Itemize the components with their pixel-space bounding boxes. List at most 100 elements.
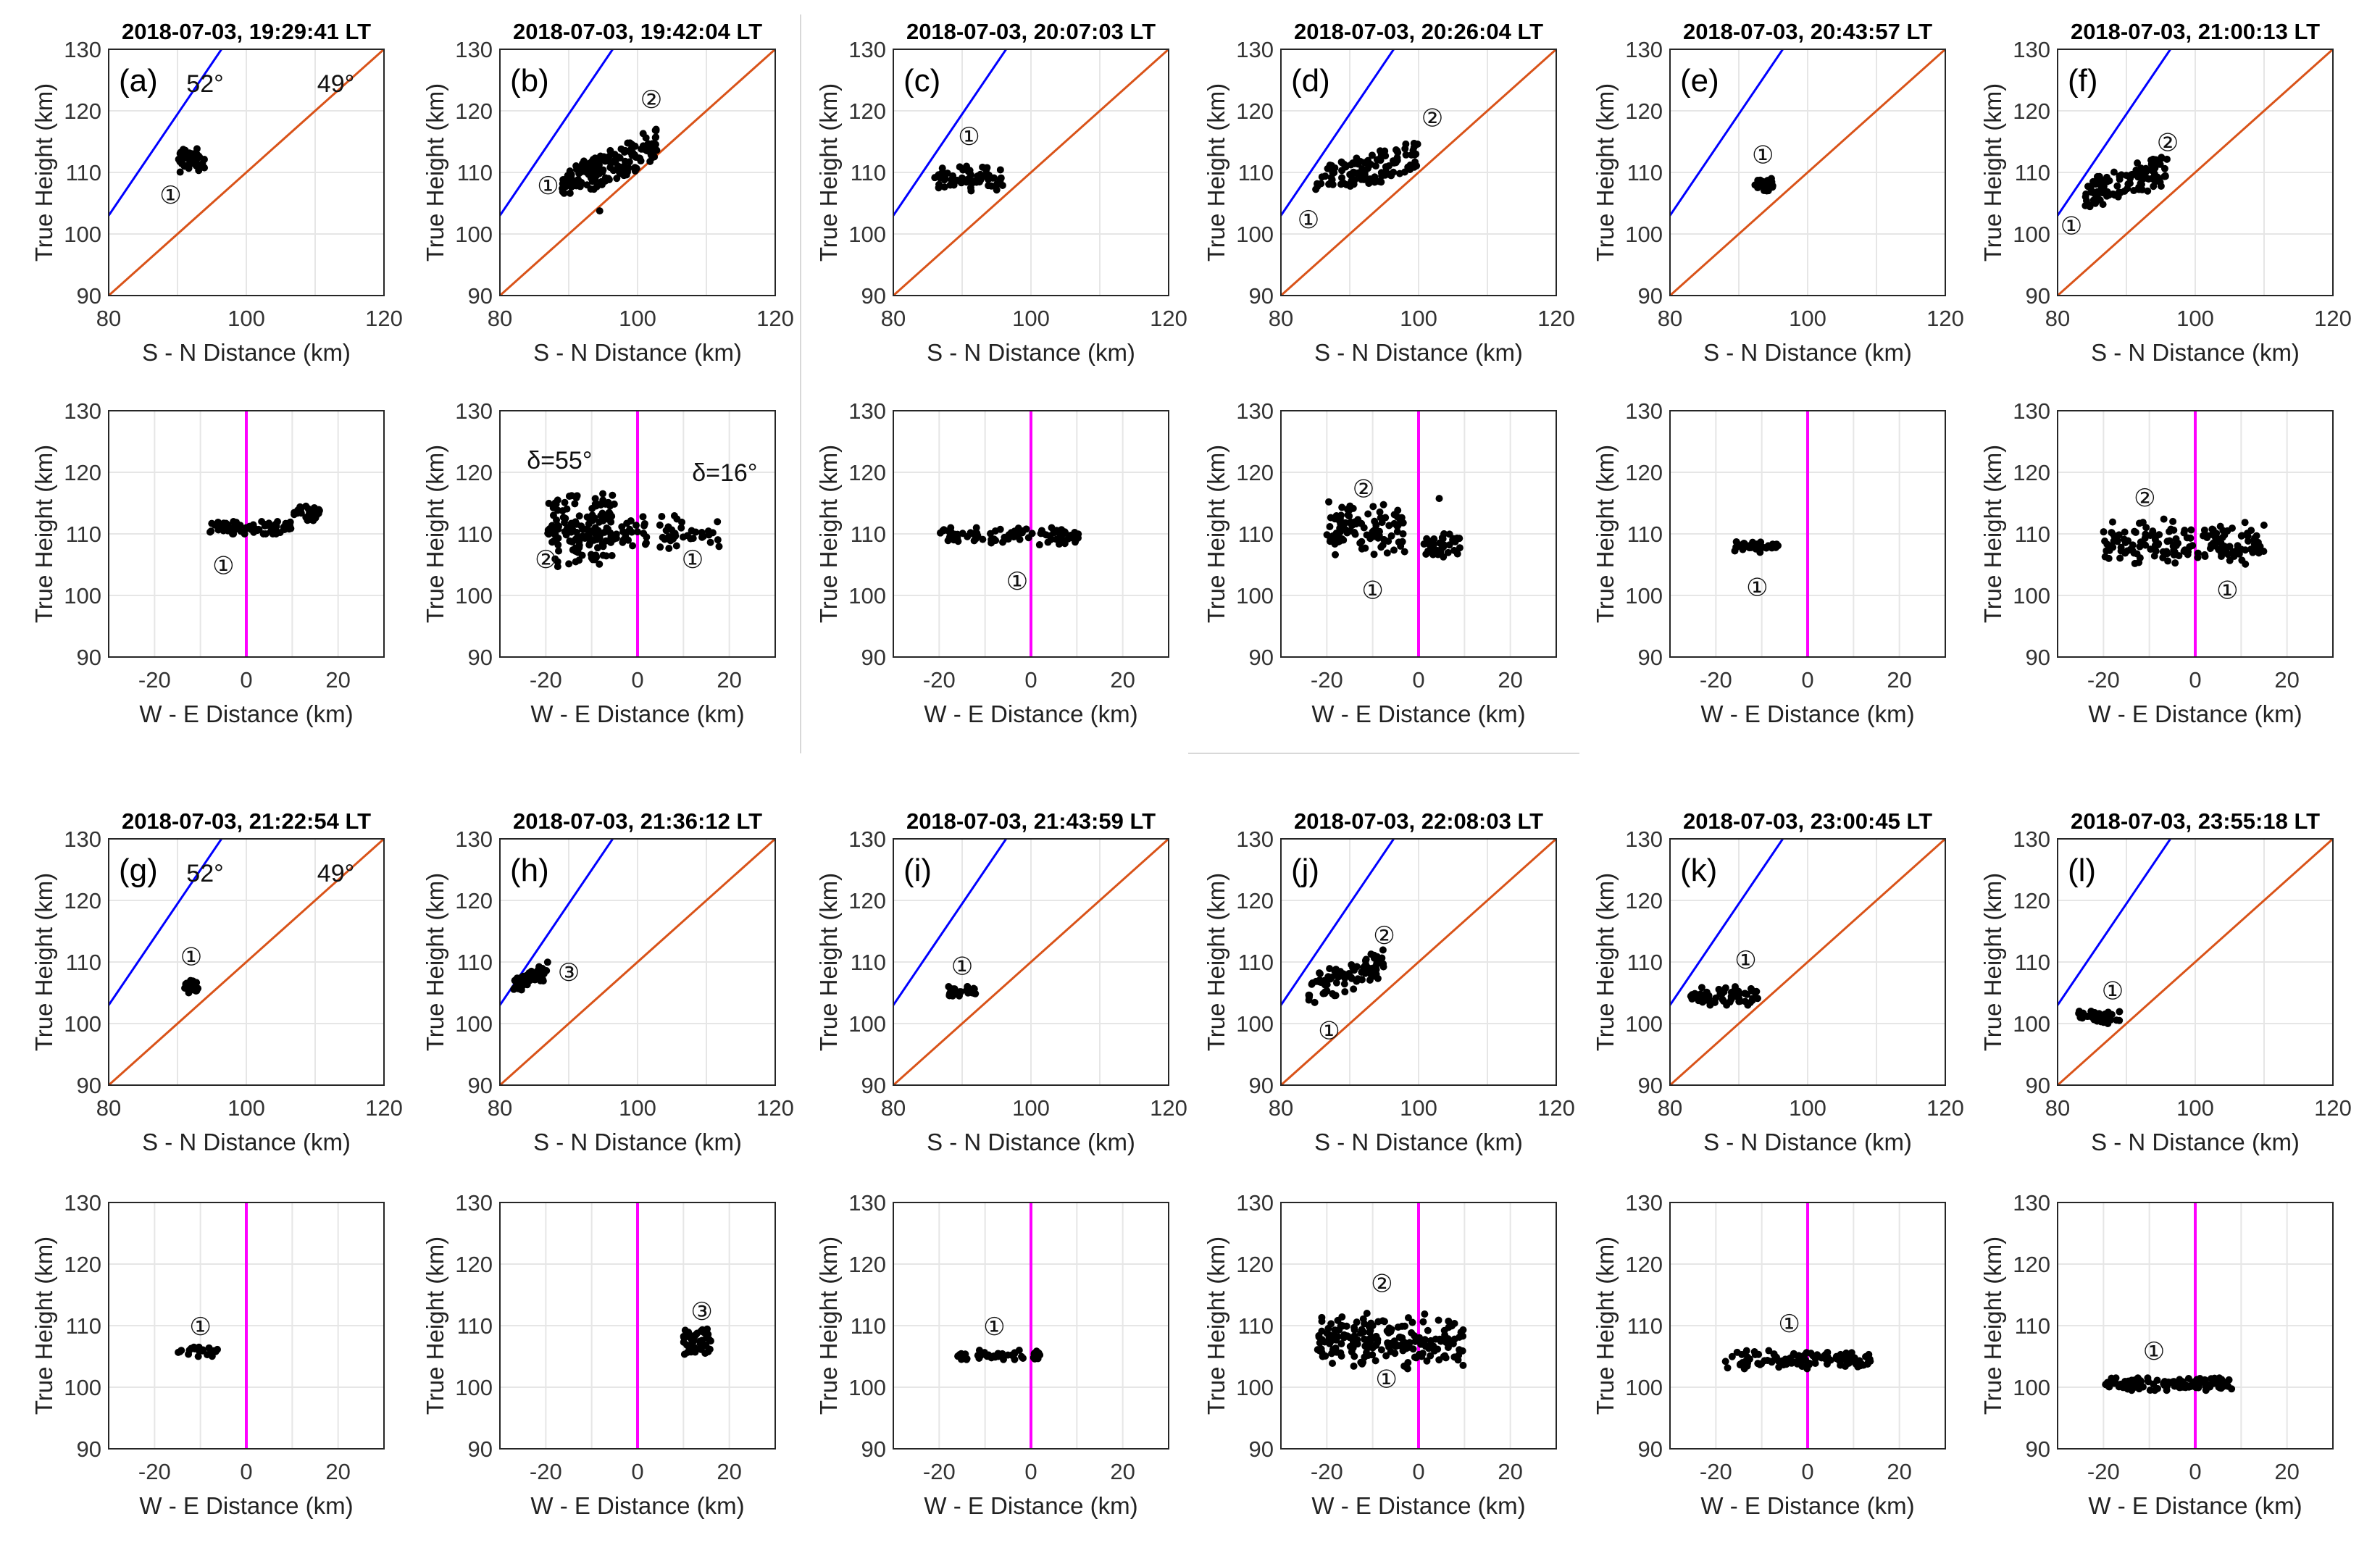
data-point — [1030, 1354, 1037, 1362]
scatter-series — [2102, 1374, 2236, 1394]
data-point — [703, 1334, 711, 1342]
y-axis-label: True Height (km) — [422, 445, 448, 623]
x-tick-label: 80 — [488, 306, 512, 331]
y-tick-label: 110 — [1238, 160, 1274, 185]
panel-title: 2018-07-03, 19:42:04 LT — [513, 19, 762, 44]
cluster-marker: ③ — [558, 959, 580, 987]
data-point — [1393, 528, 1401, 536]
dip-angle-annotation: δ=16° — [692, 459, 757, 487]
data-point — [575, 170, 583, 177]
data-point — [2163, 548, 2171, 556]
data-point — [1394, 506, 1402, 514]
data-point — [1391, 1350, 1399, 1358]
data-point — [2108, 1374, 2116, 1382]
data-point — [613, 175, 621, 183]
x-tick-label: 20 — [1498, 667, 1522, 693]
data-point — [1727, 995, 1735, 1003]
data-point — [2149, 527, 2157, 535]
elevation-line-49 — [500, 839, 775, 1085]
data-point — [590, 164, 598, 172]
y-tick-label: 130 — [2013, 398, 2050, 424]
x-tick-label: -20 — [1700, 1459, 1732, 1484]
plot-frame — [108, 410, 385, 658]
data-point — [1316, 976, 1324, 984]
data-point — [183, 162, 191, 170]
data-point — [1445, 530, 1453, 538]
data-point — [1356, 519, 1364, 527]
data-point — [1350, 180, 1358, 188]
data-point — [2135, 1385, 2143, 1393]
data-point — [651, 126, 659, 134]
data-point — [1753, 995, 1761, 1003]
data-point — [572, 558, 580, 566]
x-tick-label: 20 — [717, 667, 741, 693]
cluster-marker: ① — [2060, 212, 2082, 240]
data-point — [2108, 518, 2116, 526]
data-point — [1356, 539, 1364, 547]
data-point — [2181, 1381, 2189, 1389]
data-point — [975, 178, 983, 186]
panel-f: 90 100 110 120 130 80 100 120 S - N Distance (km… — [1979, 19, 2352, 727]
elevation-line-49 — [1670, 839, 1945, 1085]
data-point — [1377, 514, 1385, 522]
data-point — [2237, 545, 2245, 553]
data-point — [1377, 1346, 1385, 1354]
data-point — [606, 510, 614, 518]
elevation-line-49 — [893, 839, 1169, 1085]
data-point — [1377, 543, 1385, 551]
y-axis-label: True Height (km) — [1979, 1237, 2006, 1415]
data-point — [2115, 1383, 2123, 1391]
data-point — [1371, 517, 1379, 525]
data-point — [1332, 1344, 1340, 1352]
data-point — [684, 1348, 692, 1356]
data-point — [602, 552, 610, 560]
cluster-marker: ① — [958, 123, 980, 151]
cluster-marker: ① — [537, 172, 559, 200]
data-point — [972, 524, 980, 532]
data-point — [1742, 1357, 1750, 1365]
y-tick-label: 130 — [848, 827, 886, 852]
x-axis-label: W - E Distance (km) — [530, 1492, 744, 1519]
data-point — [633, 528, 641, 536]
panel-title: 2018-07-03, 21:00:13 LT — [2071, 19, 2320, 44]
plot-area — [1281, 839, 1556, 1085]
panel-h: 90 100 110 120 130 80 100 120 S - N Distance (km… — [422, 808, 794, 1519]
panel-label: (f) — [2068, 63, 2098, 99]
data-point — [1832, 1355, 1840, 1363]
data-point — [2151, 1386, 2159, 1394]
data-point — [1424, 1342, 1432, 1350]
data-point — [2104, 1020, 2112, 1027]
x-axis-label: S - N Distance (km) — [2091, 1129, 2300, 1155]
data-point — [1841, 1363, 1849, 1371]
data-point — [2242, 560, 2250, 568]
y-tick-label: 110 — [851, 950, 886, 975]
data-point — [2110, 537, 2118, 545]
data-point — [539, 977, 547, 985]
data-point — [1362, 961, 1370, 969]
y-tick-label: 90 — [77, 283, 101, 309]
y-tick-label: 100 — [455, 1011, 493, 1037]
y-tick-label: 100 — [1236, 1011, 1274, 1037]
data-point — [2166, 527, 2174, 535]
data-point — [1024, 534, 1032, 542]
plot-area — [1323, 411, 1464, 657]
data-point — [2116, 188, 2124, 196]
x-tick-label: 0 — [1024, 667, 1037, 693]
data-point — [2121, 538, 2129, 546]
data-point — [1318, 1336, 1326, 1344]
data-point — [1773, 540, 1781, 548]
y-tick-label: 110 — [66, 160, 101, 185]
data-point — [1746, 999, 1754, 1007]
elevation-angle-label: 49° — [317, 860, 354, 887]
y-axis-label: True Height (km) — [815, 1237, 842, 1415]
data-point — [1847, 1355, 1855, 1363]
data-point — [2084, 201, 2092, 209]
x-tick-label: 80 — [2045, 306, 2070, 331]
data-point — [664, 532, 672, 540]
data-point — [1327, 174, 1335, 182]
y-tick-label: 100 — [1625, 222, 1663, 247]
data-point — [553, 516, 561, 524]
data-point — [1397, 542, 1405, 550]
data-point — [1453, 534, 1461, 542]
x-tick-label: 120 — [1926, 1095, 1964, 1121]
